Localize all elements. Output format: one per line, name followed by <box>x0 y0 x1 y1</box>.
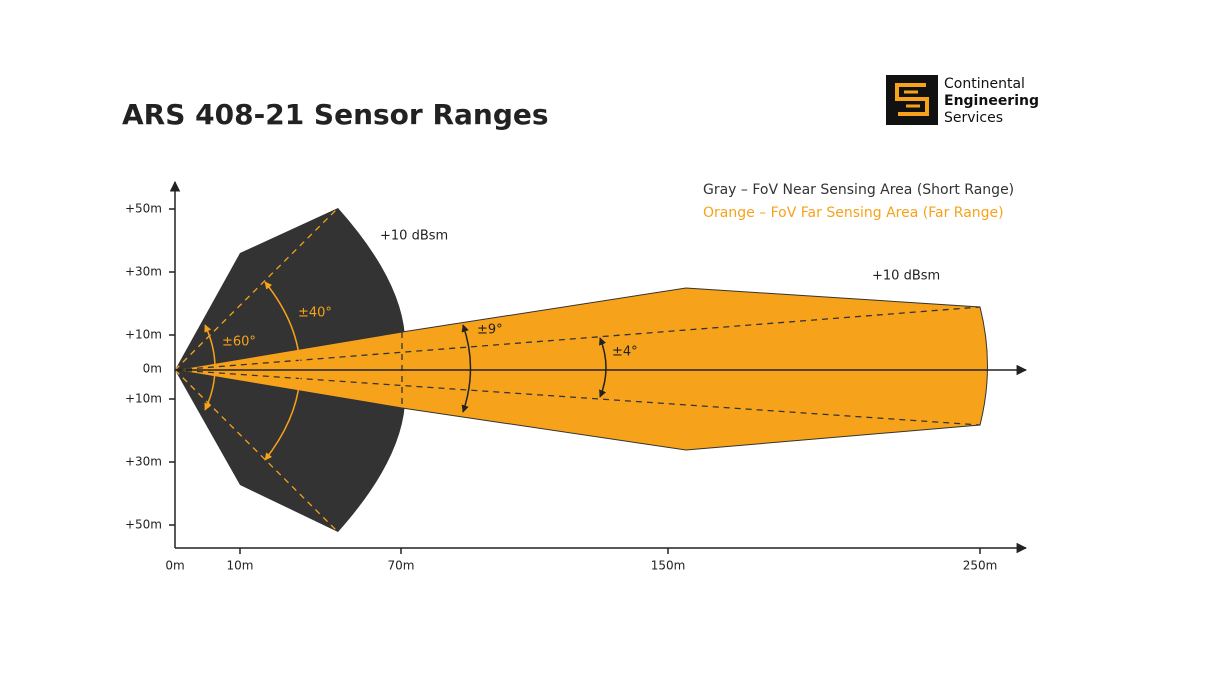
y-label: +10m <box>125 392 162 406</box>
legend-orange: Orange – FoV Far Sensing Area (Far Range… <box>703 205 1004 221</box>
x-label: 150m <box>651 559 686 573</box>
annotations: ±60° ±40° ±9° ±4° +10 dBsm +10 dBsm <box>222 229 940 360</box>
y-labels: +50m +30m +10m 0m +10m +30m +50m <box>125 202 162 532</box>
angle-label: ±40° <box>298 306 332 321</box>
fov-lines <box>174 207 981 533</box>
rcs-label: +10 dBsm <box>872 269 940 284</box>
x-label: 250m <box>963 559 998 573</box>
logo-text: Continental <box>944 76 1025 92</box>
legend-gray: Gray – FoV Near Sensing Area (Short Rang… <box>703 182 1014 198</box>
x-label: 10m <box>227 559 254 573</box>
y-label: +50m <box>125 202 162 216</box>
y-label: +50m <box>125 518 162 532</box>
logo-text: Services <box>944 110 1003 126</box>
logo: Continental Engineering Services <box>886 75 1039 126</box>
x-label: 0m <box>165 559 184 573</box>
x-labels: 0m 10m 70m 150m 250m <box>165 559 997 573</box>
title: ARS 408-21 Sensor Ranges <box>122 98 549 131</box>
axes <box>169 180 1028 554</box>
logo-text: Engineering <box>944 93 1039 109</box>
y-label: +30m <box>125 455 162 469</box>
angle-label: ±4° <box>612 345 638 360</box>
rcs-label: +10 dBsm <box>380 229 448 244</box>
far-area <box>174 287 988 451</box>
y-label: 0m <box>143 362 162 376</box>
y-label: +10m <box>125 328 162 342</box>
x-label: 70m <box>388 559 415 573</box>
angle-label: ±60° <box>222 335 256 350</box>
y-label: +30m <box>125 265 162 279</box>
angle-label: ±9° <box>477 323 503 338</box>
